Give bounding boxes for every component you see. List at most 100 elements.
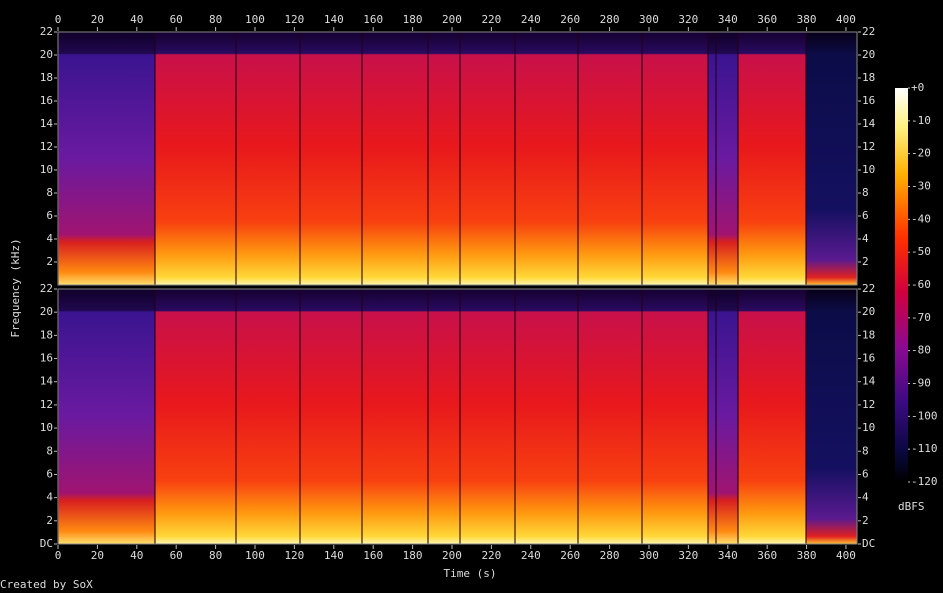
spectrum-texture	[236, 32, 300, 285]
x-tick-label: 360	[757, 549, 777, 562]
x-tick-label: 220	[481, 13, 501, 26]
x-tick-label: 280	[600, 549, 620, 562]
spectrum-texture	[155, 32, 236, 285]
x-tick-label: 100	[245, 13, 265, 26]
y-tick-label: 22	[40, 25, 53, 38]
x-tick-label: 0	[55, 13, 62, 26]
y-tick-label: 16	[862, 352, 875, 365]
y-tick-label: 12	[862, 398, 875, 411]
y-tick-label: 12	[40, 398, 53, 411]
x-tick-label: 40	[130, 549, 143, 562]
x-tick-label: 140	[324, 549, 344, 562]
x-tick-label: 180	[403, 13, 423, 26]
colorbar-tick-label: -100	[911, 409, 938, 422]
spectrum-texture	[738, 289, 806, 544]
y-tick-label: 8	[46, 186, 53, 199]
colorbar-tick-label: -30	[911, 180, 931, 193]
colorbar-tick-label: -40	[911, 212, 931, 225]
spectrum-texture	[58, 289, 155, 544]
y-tick-label: 2	[46, 514, 53, 527]
y-tick-label: 10	[862, 163, 875, 176]
y-tick-label: 4	[46, 232, 53, 245]
colorbar-tick-label: +0	[911, 81, 924, 94]
spectrum-texture	[300, 289, 362, 544]
x-tick-label: 100	[245, 549, 265, 562]
x-tick-label: 260	[560, 549, 580, 562]
y-tick-label: 10	[40, 421, 53, 434]
colorbar-tick-label: -10	[911, 114, 931, 127]
x-tick-label: 160	[363, 549, 383, 562]
colorbar-tick-label: -60	[911, 278, 931, 291]
spectrum-texture	[58, 32, 155, 285]
colorbar-tick-label: -20	[911, 147, 931, 160]
y-tick-label: 18	[862, 71, 875, 84]
y-tick-label: 8	[862, 186, 869, 199]
x-tick-label: 360	[757, 13, 777, 26]
y-tick-label: 4	[862, 491, 869, 504]
spectrum-texture	[806, 32, 857, 285]
x-tick-label: 320	[678, 549, 698, 562]
x-tick-label: 300	[639, 549, 659, 562]
spectrum-texture	[716, 289, 738, 544]
x-tick-label: 200	[442, 549, 462, 562]
spectrum-texture	[806, 289, 857, 544]
x-tick-label: 260	[560, 13, 580, 26]
x-tick-label: 400	[836, 13, 856, 26]
y-tick-label: 8	[46, 444, 53, 457]
x-tick-label: 400	[836, 549, 856, 562]
y-tick-label: 6	[862, 209, 869, 222]
y-tick-label: 6	[862, 467, 869, 480]
y-tick-label: 2	[862, 514, 869, 527]
y-tick-label: 16	[40, 94, 53, 107]
spectrum-texture	[708, 289, 716, 544]
y-tick-label: 4	[862, 232, 869, 245]
colorbar	[895, 88, 908, 482]
y-tick-label: 6	[46, 467, 53, 480]
y-tick-label: 12	[40, 140, 53, 153]
x-tick-label: 40	[130, 13, 143, 26]
y-tick-label: DC	[862, 537, 875, 550]
y-tick-label: 20	[862, 48, 875, 61]
y-tick-label: 12	[862, 140, 875, 153]
y-tick-label: 14	[40, 375, 54, 388]
y-tick-label: 6	[46, 209, 53, 222]
x-tick-label: 240	[521, 549, 541, 562]
colorbar-tick-label: -50	[911, 245, 931, 258]
y-tick-label: 8	[862, 444, 869, 457]
y-tick-label: 20	[862, 305, 875, 318]
x-tick-label: 120	[284, 13, 304, 26]
spectrum-texture	[428, 32, 460, 285]
colorbar-tick-label: -80	[911, 344, 931, 357]
x-tick-label: 60	[170, 549, 183, 562]
colorbar-label: dBFS	[898, 500, 925, 513]
y-tick-label: 18	[862, 328, 875, 341]
plot-frame	[57, 31, 858, 286]
x-tick-label: 280	[600, 13, 620, 26]
x-tick-label: 120	[284, 549, 304, 562]
y-tick-label: 4	[46, 491, 53, 504]
spectrum-texture	[642, 289, 708, 544]
spectrum-texture	[642, 32, 708, 285]
x-tick-label: 0	[55, 549, 62, 562]
spectrum-texture	[515, 32, 578, 285]
x-tick-label: 300	[639, 13, 659, 26]
x-tick-label: 380	[797, 13, 817, 26]
y-tick-label: 22	[862, 25, 875, 38]
x-tick-label: 20	[91, 549, 104, 562]
colorbar-tick-label: -90	[911, 377, 931, 390]
colorbar-tick-label: -70	[911, 311, 931, 324]
spectrum-texture	[515, 289, 578, 544]
y-tick-label: 2	[46, 255, 53, 268]
plot-frame	[57, 288, 858, 545]
y-tick-label: 18	[40, 71, 53, 84]
y-tick-label: 16	[862, 94, 875, 107]
y-axis-label: Frequency (kHz)	[9, 238, 22, 337]
spectrum-texture	[738, 32, 806, 285]
y-tick-label: DC	[40, 537, 53, 550]
spectrum-texture	[578, 32, 642, 285]
x-tick-label: 140	[324, 13, 344, 26]
x-tick-label: 80	[209, 549, 222, 562]
y-tick-label: 22	[40, 282, 53, 295]
x-tick-label: 200	[442, 13, 462, 26]
